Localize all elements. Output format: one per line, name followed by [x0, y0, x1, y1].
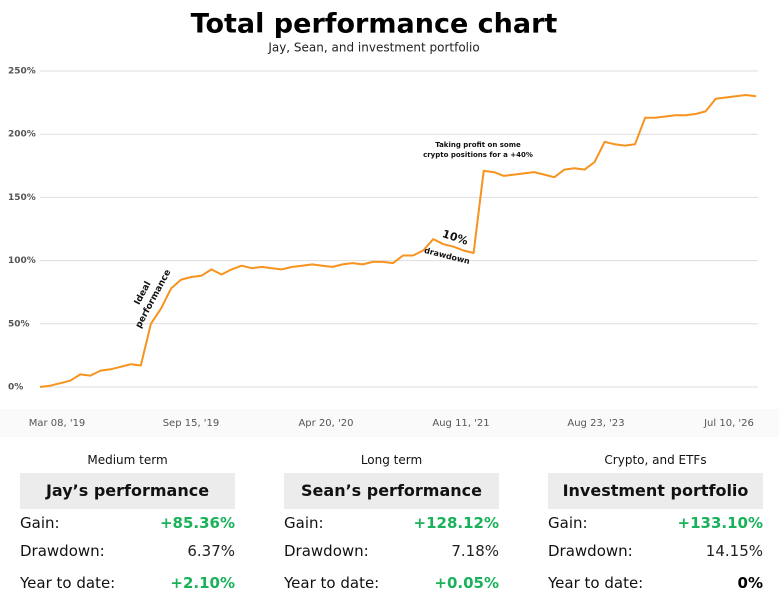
stat-value: +2.10%	[170, 574, 235, 592]
stat-label: Drawdown:	[284, 542, 369, 560]
stat-value: 6.37%	[187, 542, 235, 560]
stat-label: Gain:	[20, 514, 60, 532]
stat-value: +133.10%	[677, 514, 763, 532]
y-tick-label: 0%	[8, 383, 23, 393]
stat-value: 0%	[737, 574, 763, 592]
x-tick-label: Mar 08, '19	[29, 418, 86, 429]
panel-title: Jay’s performance	[20, 473, 235, 509]
y-tick-label: 150%	[8, 193, 36, 203]
stat-row: Year to date: +2.10%	[20, 569, 235, 597]
chart-title: Total performance chart	[191, 9, 558, 40]
stat-label: Year to date:	[20, 574, 116, 592]
stat-row: Gain: +85.36%	[20, 509, 235, 537]
stat-row: Drawdown: 6.37%	[20, 537, 235, 565]
summary-panel: Medium term Jay’s performance Gain: +85.36%…	[20, 450, 235, 597]
panel-title: Sean’s performance	[284, 473, 499, 509]
stat-value: +85.36%	[159, 514, 235, 532]
stat-value: +128.12%	[413, 514, 499, 532]
y-tick-label: 50%	[8, 319, 30, 329]
stat-label: Drawdown:	[548, 542, 633, 560]
chart: Total performance chart Jay, Sean, and i…	[0, 8, 779, 437]
stat-value: 14.15%	[705, 542, 763, 560]
x-tick-label: Aug 11, '21	[432, 418, 489, 429]
x-tick-label: Jul 10, '26	[703, 418, 754, 429]
panel-subtitle: Crypto, and ETFs	[604, 453, 707, 467]
stat-row: Drawdown: 7.18%	[284, 537, 499, 565]
stat-row: Gain: +128.12%	[284, 509, 499, 537]
panel-title: Investment portfolio	[548, 473, 763, 509]
annotation: crypto positions for a +40%	[423, 151, 533, 159]
stat-label: Year to date:	[548, 574, 644, 592]
stat-label: Drawdown:	[20, 542, 105, 560]
summary-panel: Crypto, and ETFs Investment portfolio Gain…	[548, 450, 763, 597]
performance-line	[39, 94, 757, 388]
stat-label: Year to date:	[284, 574, 380, 592]
stat-row: Year to date: 0%	[548, 569, 763, 597]
x-tick-label: Apr 20, '20	[298, 418, 353, 429]
y-tick-label: 100%	[8, 256, 36, 266]
annotation: Taking profit on some	[435, 141, 521, 149]
summary-panel: Long term Sean’s performance Gain: +128.12%…	[284, 450, 499, 597]
x-tick-label: Aug 23, '23	[567, 418, 624, 429]
stat-value: +0.05%	[434, 574, 499, 592]
x-tick-label: Sep 15, '19	[163, 418, 220, 429]
chart-subtitle: Jay, Sean, and investment portfolio	[267, 41, 479, 55]
annotation: drawdown	[423, 246, 471, 266]
x-axis-band	[0, 409, 779, 437]
y-tick-label: 200%	[8, 130, 36, 140]
y-tick-label: 250%	[8, 67, 36, 77]
stat-row: Year to date: +0.05%	[284, 569, 499, 597]
panel-subtitle: Medium term	[87, 453, 168, 467]
stat-label: Gain:	[284, 514, 324, 532]
stat-label: Gain:	[548, 514, 588, 532]
stat-value: 7.18%	[451, 542, 499, 560]
panel-subtitle: Long term	[360, 453, 423, 467]
stat-row: Drawdown: 14.15%	[548, 537, 763, 565]
stat-row: Gain: +133.10%	[548, 509, 763, 537]
